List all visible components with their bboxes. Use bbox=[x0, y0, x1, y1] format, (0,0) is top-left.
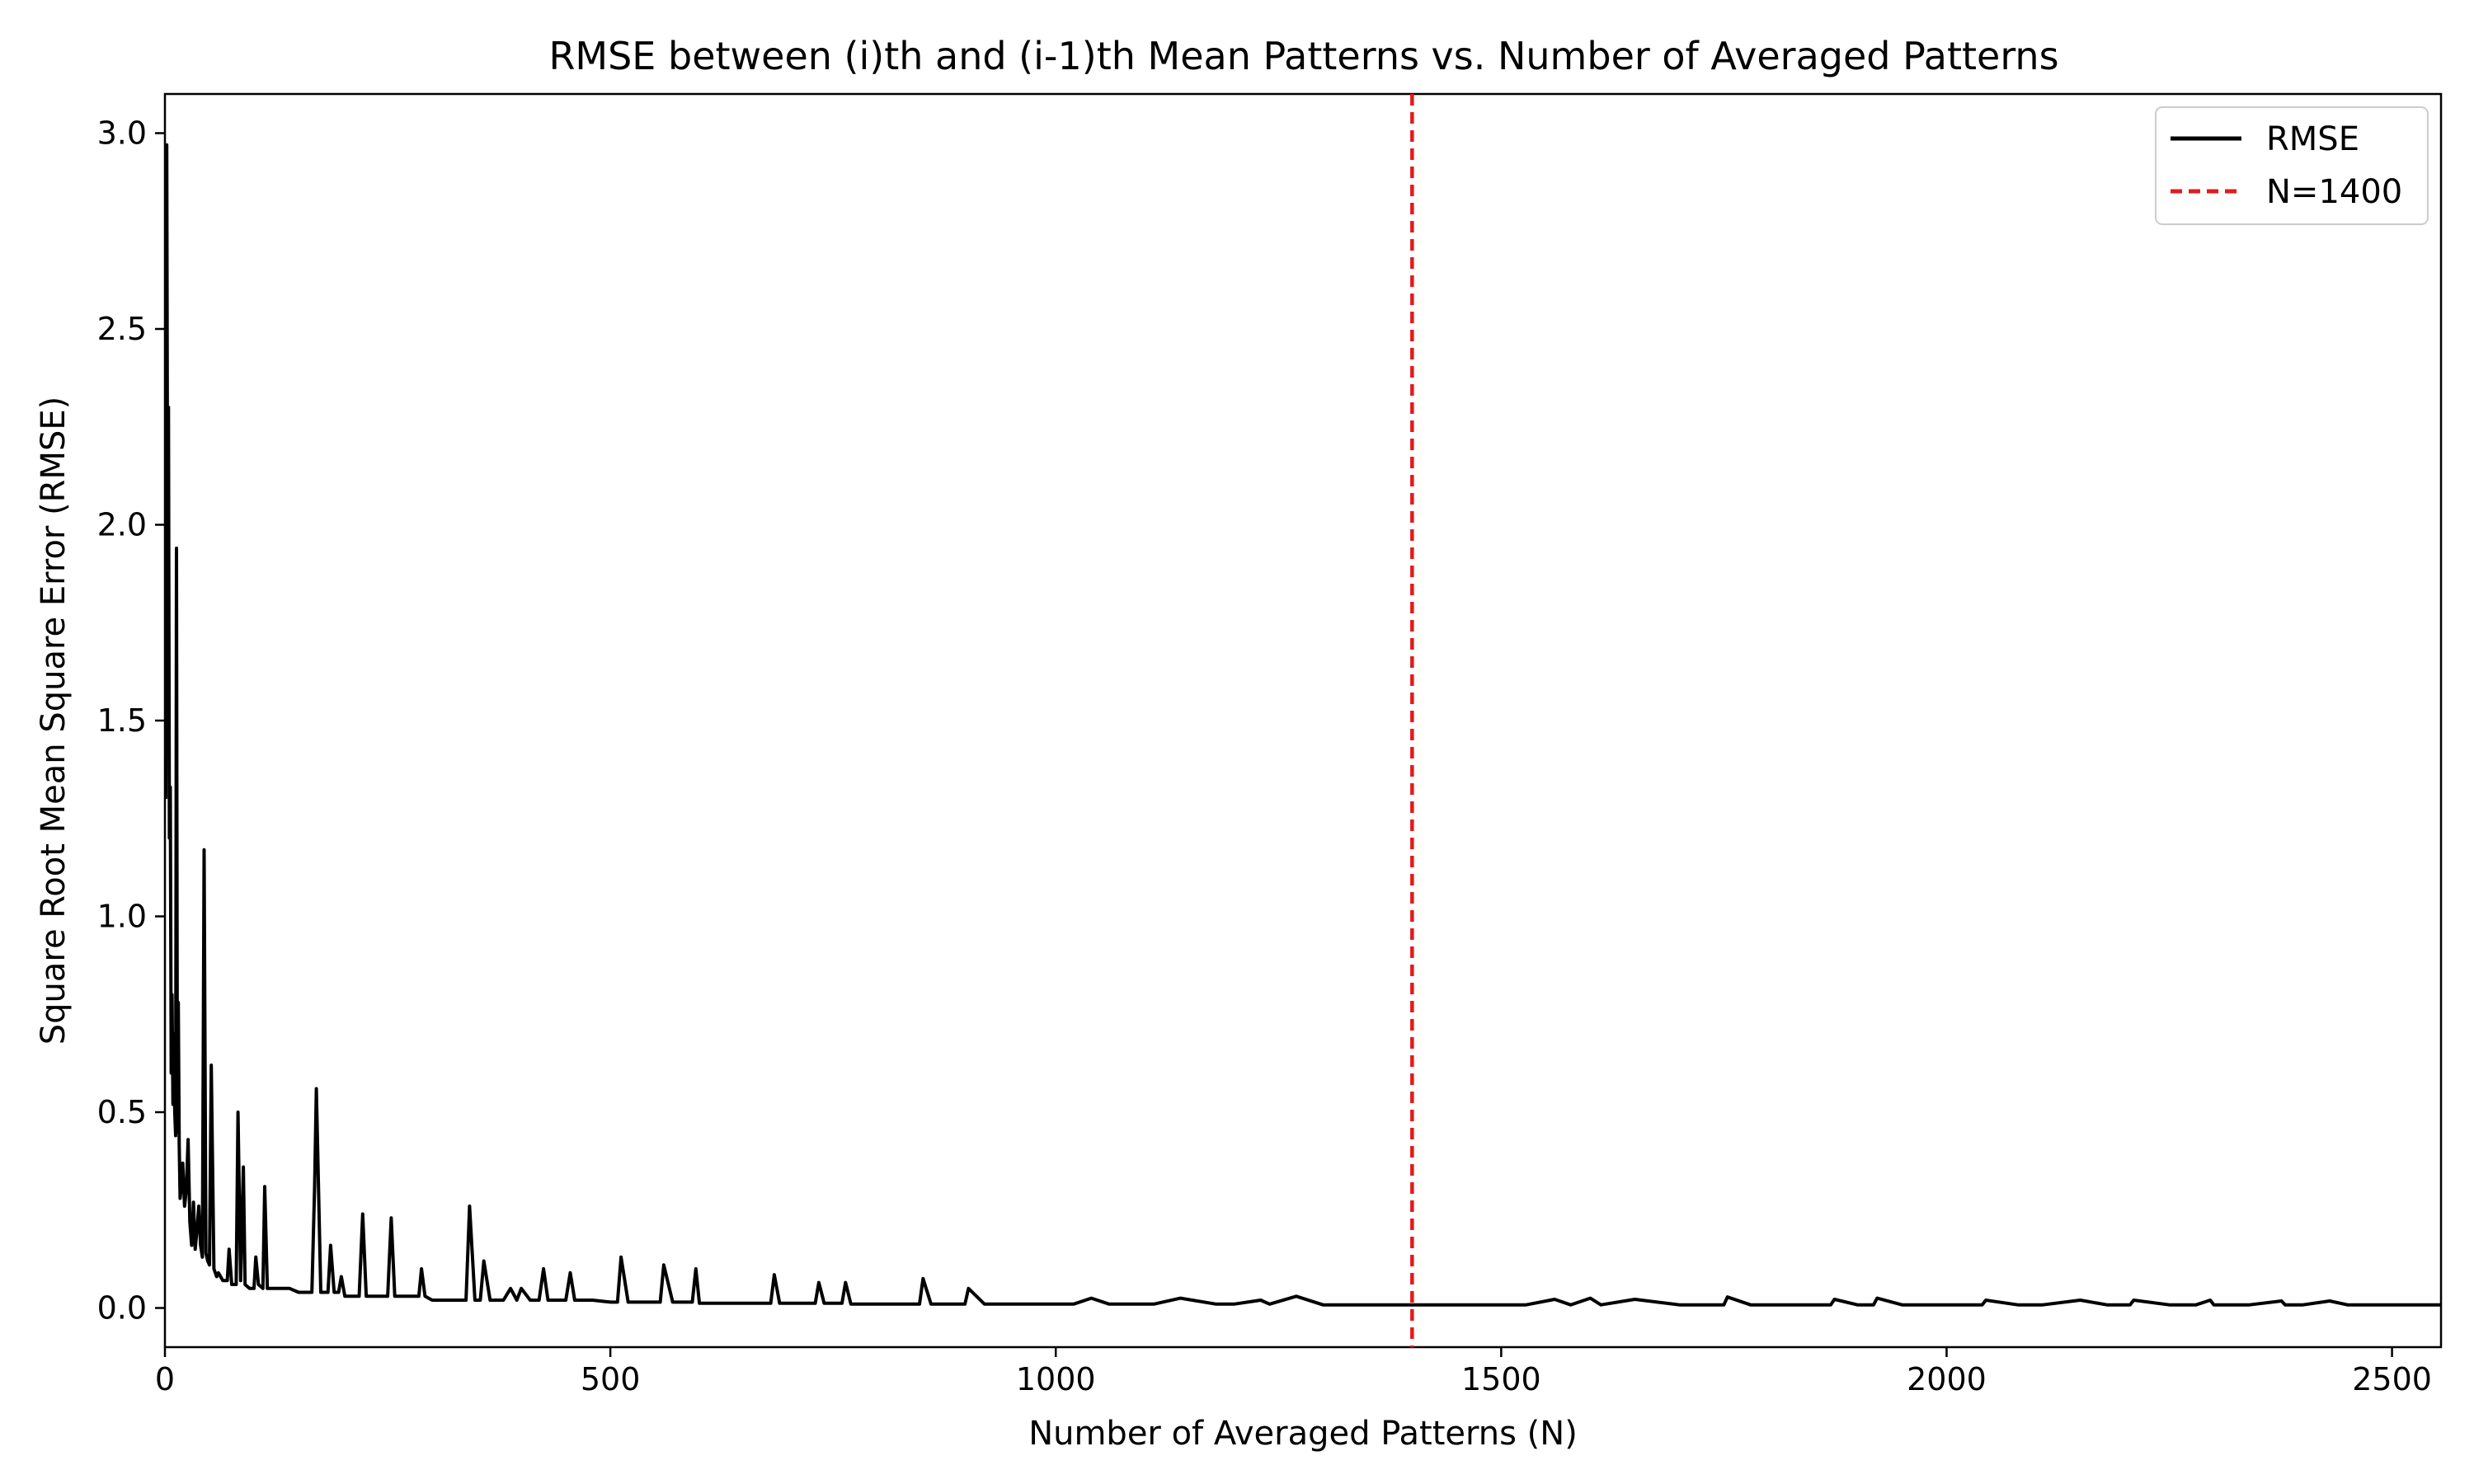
x-axis-label: Number of Averaged Patterns (N) bbox=[1028, 1415, 1578, 1453]
y-tick-label: 2.5 bbox=[97, 311, 147, 347]
x-tick-label: 500 bbox=[581, 1361, 641, 1397]
plot-area bbox=[163, 92, 2443, 1349]
y-tick-label: 0.5 bbox=[97, 1094, 147, 1130]
plot-frame bbox=[163, 92, 2443, 1349]
x-axis: 0 500 1000 1500 2000 2500 bbox=[155, 1347, 2432, 1397]
x-tick-label: 1500 bbox=[1461, 1361, 1541, 1397]
legend-label-rmse: RMSE bbox=[2266, 120, 2359, 158]
y-tick-label: 2.0 bbox=[97, 507, 147, 543]
y-axis: 0.0 0.5 1.0 1.5 2.0 2.5 3.0 bbox=[97, 115, 165, 1327]
x-tick-label: 2500 bbox=[2352, 1361, 2432, 1397]
y-tick-label: 3.0 bbox=[97, 115, 147, 152]
y-tick-label: 1.5 bbox=[97, 702, 147, 739]
y-tick-label: 1.0 bbox=[97, 899, 147, 935]
rmse-series-line bbox=[165, 143, 2441, 1307]
x-tick-label: 2000 bbox=[1907, 1361, 1987, 1397]
chart-title: RMSE between (i)th and (i-1)th Mean Patt… bbox=[548, 34, 2058, 78]
legend-label-n1400: N=1400 bbox=[2266, 173, 2402, 211]
legend: RMSE N=1400 bbox=[2155, 106, 2429, 225]
x-tick-label: 0 bbox=[155, 1361, 175, 1397]
y-axis-label: Square Root Mean Square Error (RMSE) bbox=[35, 397, 73, 1045]
x-tick-label: 1000 bbox=[1016, 1361, 1096, 1397]
y-tick-label: 0.0 bbox=[97, 1290, 147, 1327]
